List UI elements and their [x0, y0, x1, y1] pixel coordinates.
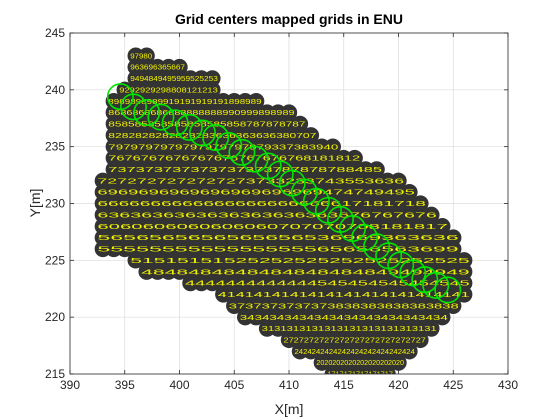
cell-label-row: 4444444444444545454545454545 — [185, 279, 470, 288]
cell-label-row: 2727272727272727272727272727 — [284, 336, 426, 345]
highlight-circle — [228, 138, 256, 166]
grid-cell-marker — [390, 172, 407, 189]
grid-cell-marker — [423, 320, 440, 337]
cell-label-row: 858585858585858585858787878787 — [108, 120, 305, 129]
cell-label-row: 8686868686888888888990999898989 — [108, 108, 294, 117]
grid-cell-marker — [204, 81, 221, 99]
cell-label-row: 6666666666666666666666617181718 — [97, 199, 426, 208]
x-tick-label: 405 — [224, 378, 244, 392]
grid-cell-marker — [171, 58, 188, 76]
x-tick-label: 425 — [443, 378, 463, 392]
grid-cell-marker — [445, 229, 462, 246]
cell-label-row: 7272727272727273733233743553636 — [97, 176, 404, 185]
axis-ticks: 390 395 400 405 410 415 420 425 430 215 220 225 230 2… — [45, 26, 518, 392]
cell-label-row: 3434343434343434343434343434 — [240, 313, 448, 322]
cell-label-row: 5656565656565656536969363636 — [97, 233, 458, 242]
highlight-circle — [434, 276, 462, 304]
x-tick-label: 415 — [334, 378, 354, 392]
grid-cell-marker — [401, 343, 418, 360]
grid-cell-marker — [401, 183, 418, 201]
highlight-circle — [161, 109, 189, 137]
cell-label-row: 7676767676767676767676768181812 — [108, 154, 360, 163]
grid-cell-marker — [204, 70, 221, 87]
grid-cell-marker — [434, 218, 451, 235]
highlight-circle — [202, 124, 230, 152]
cell-label-row: 4141414141414141414141414141 — [218, 290, 470, 299]
x-tick-label: 390 — [60, 378, 80, 392]
grid-cell-marker — [456, 252, 473, 269]
cell-label-row: 737373737373737373787878788485 — [108, 165, 382, 174]
cell-label-row: 2424242424242424242424242424 — [294, 347, 414, 356]
cell-label-row: 6060606060606060707070708181817 — [97, 222, 447, 231]
grid-cell-marker — [423, 206, 440, 224]
grid-cell-marker — [412, 195, 429, 212]
y-tick-label: 230 — [45, 197, 65, 211]
grid-cell-marker — [456, 263, 473, 280]
grid-cell-marker — [390, 354, 407, 371]
y-tick-label: 240 — [45, 83, 65, 97]
grid-cell-marker — [324, 138, 341, 155]
cell-label-row: 9292929298808121213 — [119, 85, 218, 94]
highlight-circle — [241, 145, 269, 173]
cell-label-row: 5555555555555555565656563699 — [97, 245, 458, 254]
x-tick-label: 420 — [388, 378, 408, 392]
x-tick-label: 400 — [169, 378, 189, 392]
grid-cell-marker — [291, 115, 309, 133]
highlight-circles — [106, 83, 462, 304]
cell-label-row: 8989898989919191919191898989 — [108, 97, 261, 106]
highlight-circle — [189, 119, 216, 147]
y-tick-label: 220 — [45, 310, 65, 324]
y-tick-label: 215 — [45, 367, 65, 381]
cell-label-row: 97980 — [130, 51, 152, 60]
grid-cell-marker — [302, 127, 320, 144]
cell-label-row: 6969696969696969696969474749495 — [97, 188, 415, 197]
cell-label-row: 2020202020202020202020 — [316, 358, 404, 367]
grid-cell-marker — [280, 104, 298, 121]
highlight-circle — [120, 93, 147, 121]
grid-cell-marker — [445, 240, 462, 258]
highlight-circle — [175, 113, 203, 141]
grid-cell-marker — [346, 149, 363, 167]
grid-cell-marker — [138, 47, 155, 64]
cell-label-row: 8282828282828283636363636380707 — [108, 131, 316, 140]
grid-cell-marker — [247, 93, 265, 110]
highlight-circle — [147, 103, 175, 131]
y-tick-label: 225 — [45, 253, 65, 267]
cell-labels: 97980 963696365667 9494849495959525253 9292… — [97, 51, 470, 379]
x-tick-label: 410 — [279, 378, 299, 392]
cell-label-row: 51515151525252525252525252525 — [130, 256, 469, 265]
grid-cell-marker — [434, 308, 451, 326]
x-tick-label: 430 — [498, 378, 518, 392]
chart-title: Grid centers mapped grids in ENU — [175, 11, 403, 27]
cell-label-row: 4848484848484848484849494949 — [141, 267, 470, 276]
highlight-circle — [422, 271, 450, 299]
cell-label-row: 9494849495959525253 — [130, 74, 218, 83]
grid-cell-marker — [412, 331, 429, 349]
cell-label-row: 1717171717171717 — [327, 370, 393, 379]
cell-label-row: 3737373737373838383838383838 — [229, 301, 459, 310]
x-axis-label: X[m] — [275, 401, 304, 417]
grid-cell-marker — [368, 161, 385, 178]
highlight-circle — [133, 99, 161, 127]
y-tick-label: 235 — [45, 140, 65, 154]
cell-label-row: 963696365667 — [130, 63, 185, 72]
y-tick-label: 245 — [45, 26, 65, 40]
y-axis-label: Y[m] — [27, 189, 43, 218]
cell-label-row: 3131313131313131313131313131 — [262, 324, 437, 333]
x-tick-label: 395 — [115, 378, 135, 392]
cell-label-row: 6363636363636363636363676767676 — [97, 210, 436, 219]
highlight-circle — [215, 132, 243, 160]
grid-cell-marker — [379, 365, 396, 374]
